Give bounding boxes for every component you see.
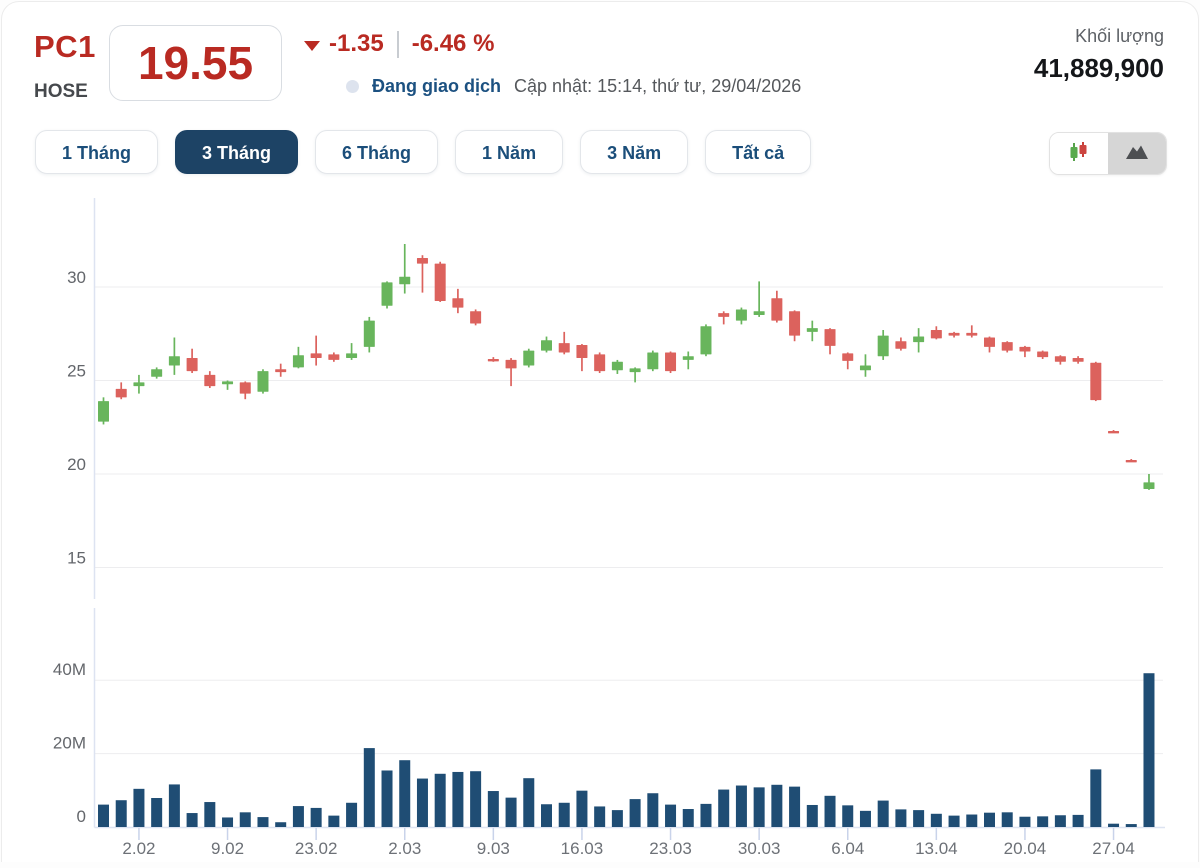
candlestick-icon (1067, 140, 1091, 167)
tab-1-year[interactable]: 1 Năm (455, 130, 564, 174)
tab-6-month[interactable]: 6 Tháng (315, 130, 439, 174)
svg-text:23.03: 23.03 (649, 839, 692, 858)
trading-status: Đang giao dịch (372, 76, 502, 96)
chart-type-toggle (1049, 132, 1167, 175)
range-tabs: 1 Tháng 3 Tháng 6 Tháng 1 Năm 3 Năm Tất … (35, 130, 812, 174)
svg-text:9.03: 9.03 (477, 839, 510, 858)
svg-text:30.03: 30.03 (738, 839, 781, 858)
svg-text:25: 25 (67, 362, 86, 381)
svg-text:0: 0 (77, 807, 86, 826)
svg-text:15: 15 (67, 549, 86, 568)
status-dot-icon (346, 80, 359, 93)
volume-label: Khối lượng (1075, 26, 1164, 46)
svg-text:40M: 40M (53, 660, 86, 679)
price-volume-chart[interactable]: 30 25 20 15 40M 20M 0 2.02 9.02 23.02 2.03 9.03 16.0… (2, 187, 1198, 863)
ticker-symbol: PC1 (34, 29, 96, 64)
price-change: -1.35 (329, 30, 384, 57)
last-updated: Cập nhật: 15:14, thứ tư, 29/04/2026 (514, 76, 802, 96)
svg-text:16.03: 16.03 (561, 839, 604, 858)
status-row: Đang giao dịch Cập nhật: 15:14, thứ tư, … (346, 76, 801, 97)
volume-value: 41,889,900 (1033, 53, 1164, 83)
svg-text:9.02: 9.02 (211, 839, 244, 858)
svg-text:27.04: 27.04 (1092, 839, 1135, 858)
symbol-block: PC1 HOSE (34, 29, 96, 103)
chart-canvas[interactable]: 30 25 20 15 40M 20M 0 2.02 9.02 23.02 2.03 9.03 16.0… (2, 187, 1198, 863)
current-price: 19.55 (137, 37, 254, 89)
area-toggle-button[interactable] (1108, 133, 1166, 174)
svg-text:2.03: 2.03 (388, 839, 421, 858)
change-divider (396, 30, 399, 58)
price-box: 19.55 (109, 25, 282, 101)
candlestick-toggle-button[interactable] (1050, 133, 1108, 174)
price-change-row: -1.35 -6.46 % (304, 30, 494, 58)
tab-3-month[interactable]: 3 Tháng (175, 130, 299, 174)
svg-text:30: 30 (67, 268, 86, 287)
tab-3-year[interactable]: 3 Năm (580, 130, 689, 174)
svg-text:23.02: 23.02 (295, 839, 338, 858)
svg-text:2.02: 2.02 (122, 839, 155, 858)
area-chart-icon (1124, 139, 1150, 168)
svg-text:20M: 20M (53, 734, 86, 753)
svg-text:20: 20 (67, 455, 86, 474)
tab-all[interactable]: Tất cả (705, 130, 812, 174)
exchange-label: HOSE (34, 81, 88, 102)
down-arrow-icon (304, 40, 320, 51)
volume-block: Khối lượng 41,889,900 (1034, 26, 1164, 84)
tab-1-month[interactable]: 1 Tháng (35, 130, 159, 174)
svg-text:6.04: 6.04 (831, 839, 864, 858)
svg-text:13.04: 13.04 (915, 839, 958, 858)
price-change-percent: -6.46 % (411, 30, 495, 57)
svg-text:20.04: 20.04 (1004, 839, 1047, 858)
